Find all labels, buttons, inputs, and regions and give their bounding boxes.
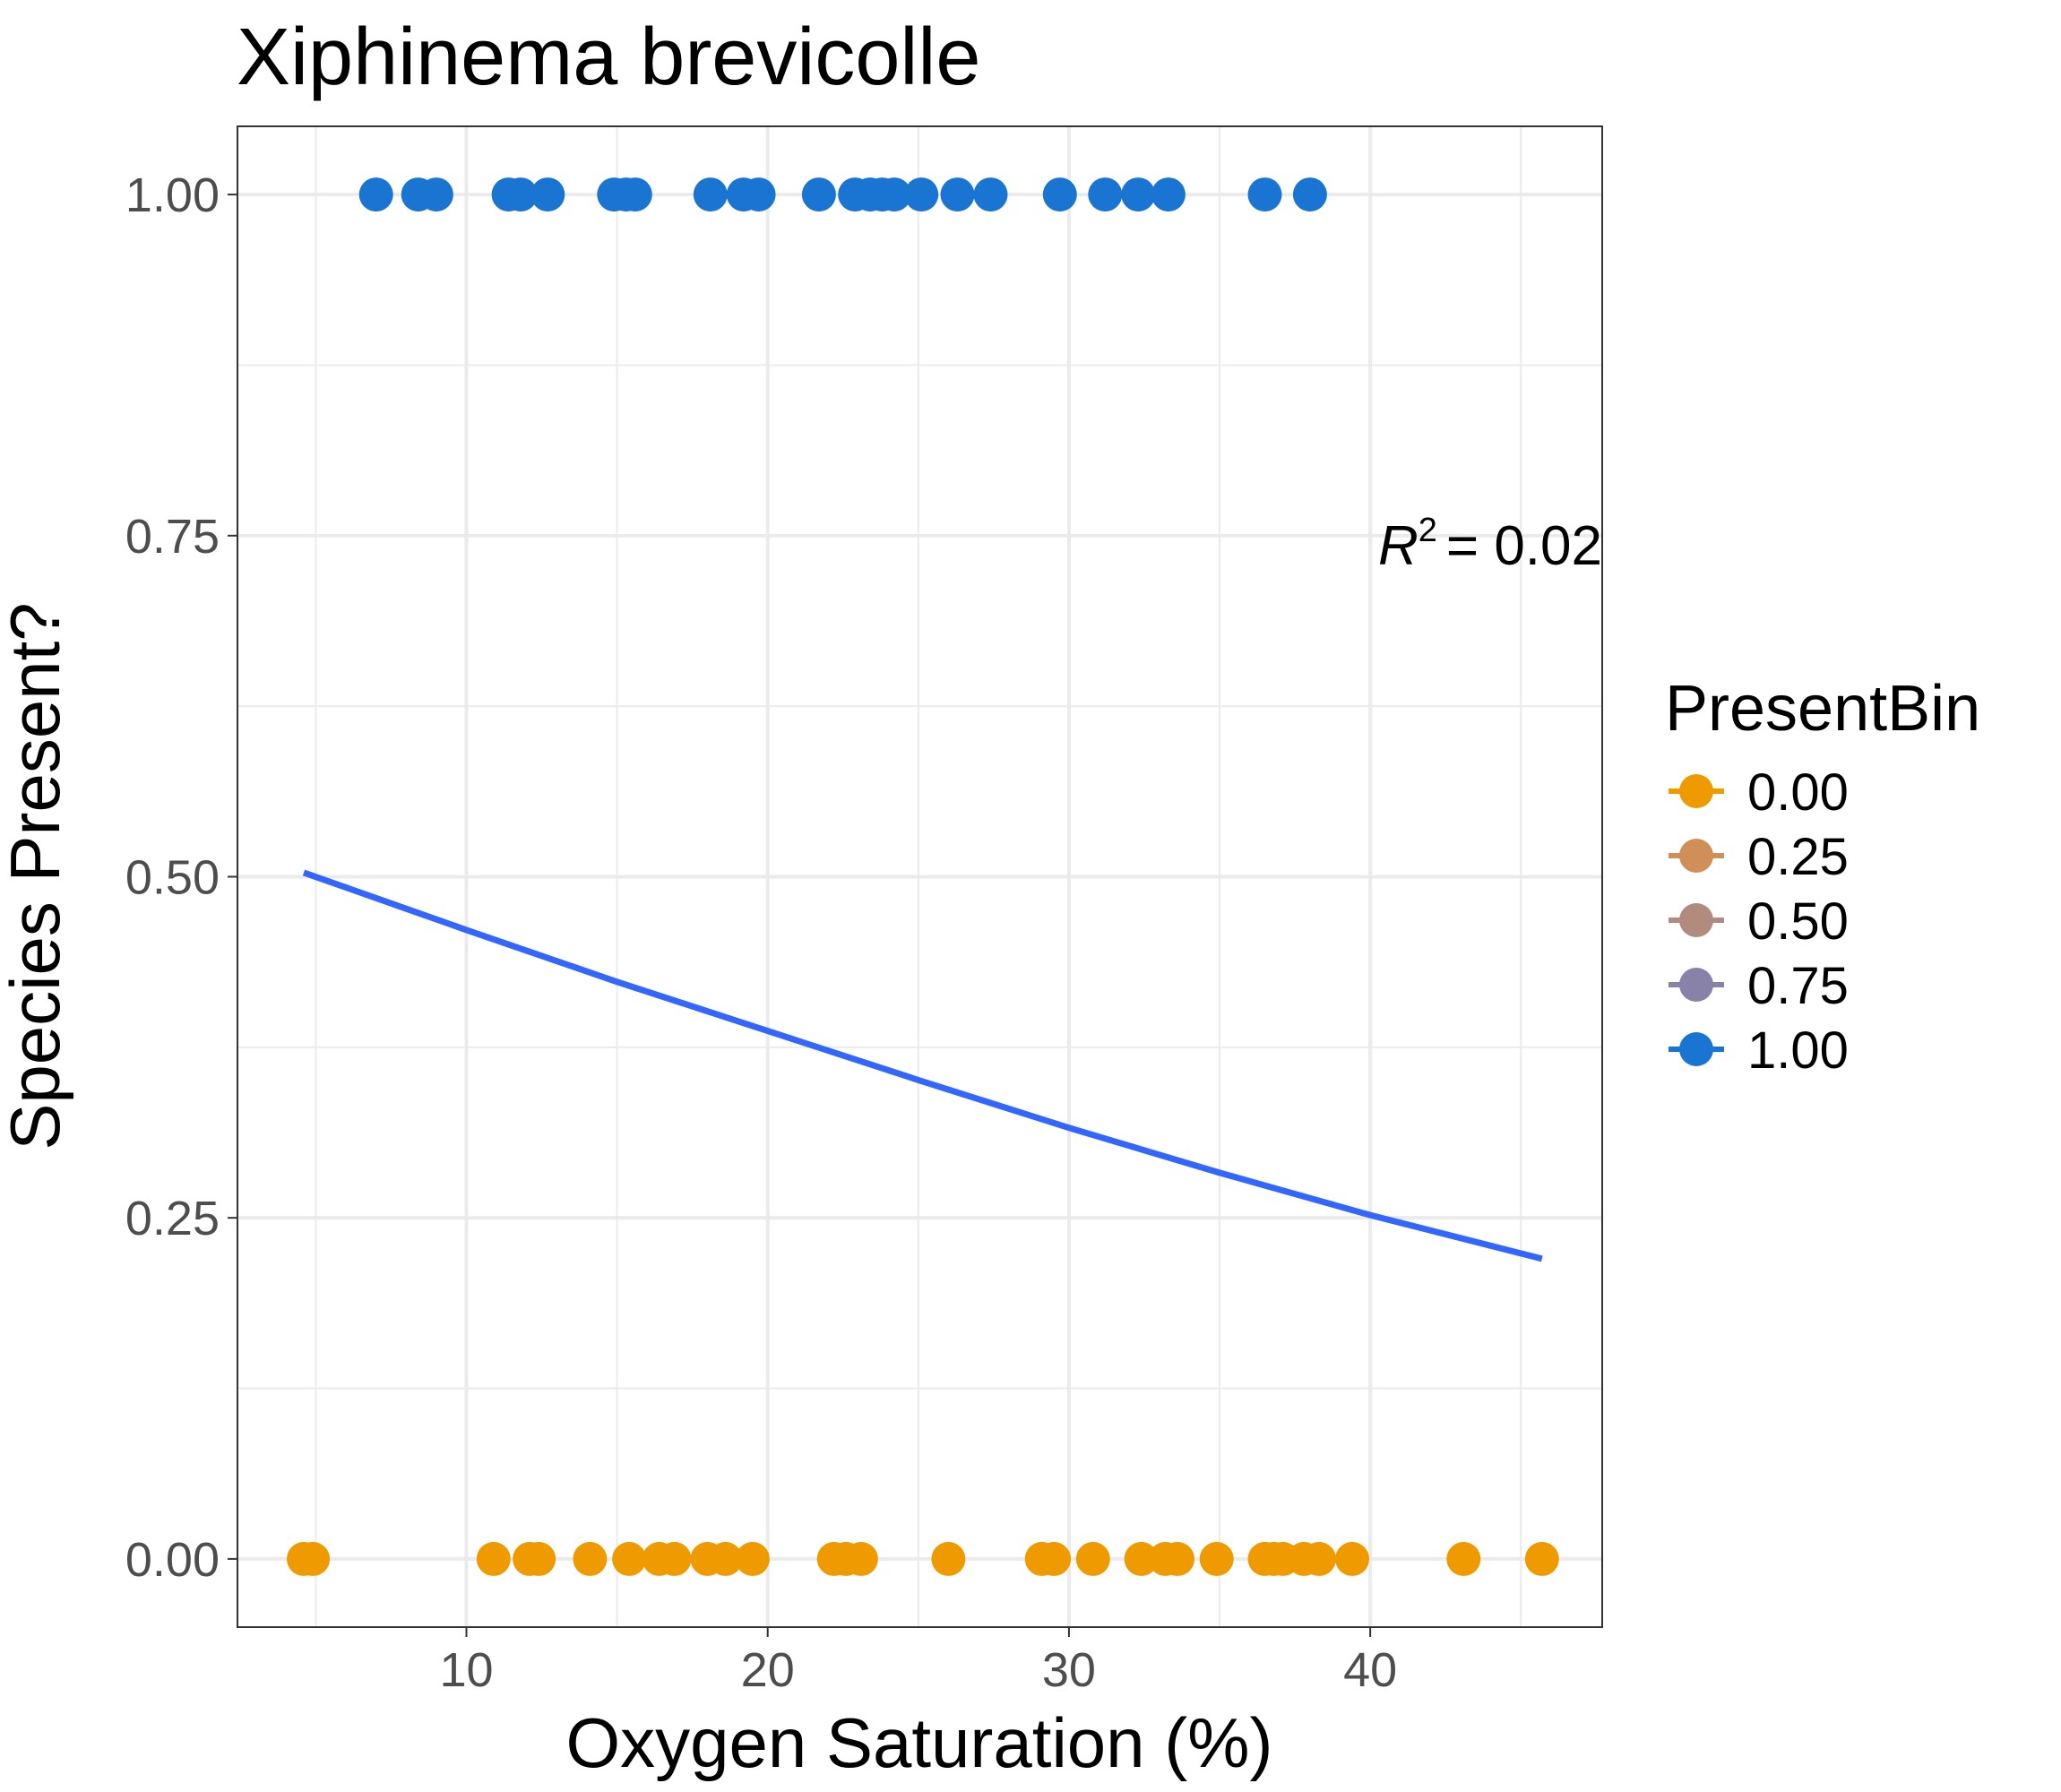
data-point <box>693 177 728 212</box>
r-squared-superscript: 2 <box>1419 512 1437 549</box>
legend-label: 0.75 <box>1747 957 1849 1015</box>
y-tick-label: 0.25 <box>125 1192 220 1245</box>
y-tick-label: 0.00 <box>125 1533 220 1587</box>
r-squared-value: = 0.02 <box>1446 515 1602 577</box>
grid-lines <box>237 126 1602 1627</box>
legend-label: 0.00 <box>1747 763 1849 822</box>
data-point <box>1037 1541 1072 1576</box>
axis-ticks: 10 20 30 40 0.00 0.25 0.50 0.75 1.00 <box>125 168 1397 1697</box>
data-point <box>1088 177 1123 212</box>
data-point <box>1446 1541 1481 1576</box>
data-point <box>504 177 538 212</box>
data-point <box>617 177 652 212</box>
data-point <box>876 177 911 212</box>
y-axis-title: Species Present? <box>0 602 74 1150</box>
legend-label: 0.25 <box>1747 828 1849 886</box>
data-point <box>1121 177 1156 212</box>
legend-label: 1.00 <box>1747 1021 1849 1080</box>
data-point <box>476 1541 511 1576</box>
r-squared-annotation: R2 = 0.02 <box>1378 512 1602 577</box>
legend-key-point <box>1679 1032 1713 1066</box>
data-point <box>1075 1541 1110 1576</box>
data-point <box>1151 177 1186 212</box>
data-point <box>1302 1541 1336 1576</box>
data-point <box>358 177 393 212</box>
data-point <box>1524 1541 1559 1576</box>
y-tick-label: 0.50 <box>125 851 220 905</box>
legend-title: PresentBin <box>1665 673 1980 745</box>
r-squared-symbol: R <box>1378 515 1419 577</box>
fit-line-layer <box>302 869 1543 1262</box>
data-point <box>418 177 453 212</box>
data-point <box>573 1541 608 1576</box>
data-point <box>843 1541 878 1576</box>
data-point <box>657 1541 692 1576</box>
data-point <box>1292 177 1327 212</box>
data-point <box>931 1541 966 1576</box>
legend: PresentBin 0.00 0.25 0.50 0.75 1.00 <box>1665 673 1980 1080</box>
x-axis-title: Oxygen Saturation (%) <box>565 1703 1272 1782</box>
data-point <box>1199 1541 1234 1576</box>
y-tick-label: 1.00 <box>125 168 220 222</box>
data-points <box>287 177 1559 1576</box>
data-point <box>904 177 939 212</box>
data-point <box>1335 1541 1369 1576</box>
legend-key-point <box>1679 903 1713 937</box>
data-point <box>973 177 1008 212</box>
x-tick-label: 10 <box>439 1643 493 1697</box>
data-point <box>741 177 776 212</box>
data-point <box>530 177 565 212</box>
legend-key-point <box>1679 839 1713 873</box>
x-tick-label: 30 <box>1042 1643 1096 1697</box>
legend-key-point <box>1679 968 1713 1002</box>
data-point <box>612 1541 647 1576</box>
chart-title: Xiphinema brevicolle <box>237 13 980 102</box>
y-tick-label: 0.75 <box>125 510 220 564</box>
data-point <box>522 1541 556 1576</box>
data-point <box>1247 177 1282 212</box>
legend-key-point <box>1679 774 1713 808</box>
data-point <box>708 1541 743 1576</box>
x-tick-label: 40 <box>1343 1643 1397 1697</box>
data-point <box>940 177 975 212</box>
legend-label: 0.50 <box>1747 892 1849 951</box>
data-point <box>1124 1541 1159 1576</box>
data-point <box>801 177 836 212</box>
data-point <box>296 1541 331 1576</box>
data-point <box>1160 1541 1194 1576</box>
fit-line <box>302 869 1543 1262</box>
x-tick-label: 20 <box>741 1643 795 1697</box>
data-point <box>1042 177 1077 212</box>
data-point <box>735 1541 770 1576</box>
